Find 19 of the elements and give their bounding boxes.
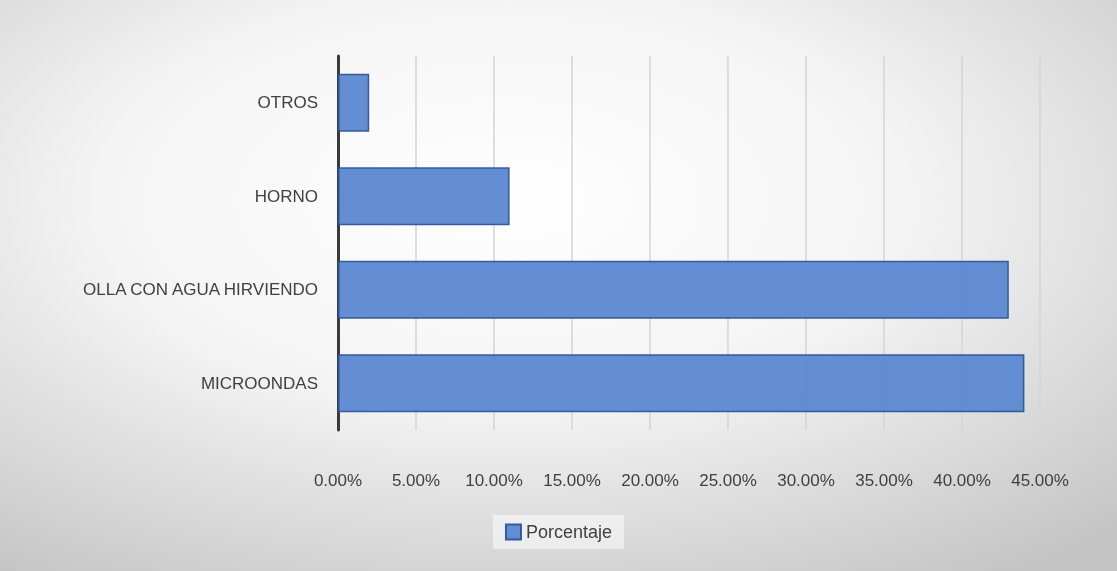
x-tick-label: 10.00% (465, 471, 523, 490)
x-tick-label: 35.00% (855, 471, 913, 490)
bar (338, 260, 1009, 319)
x-tick-label: 5.00% (391, 471, 441, 490)
x-tick-label: 0.00% (313, 471, 363, 490)
x-tick-label: 45.00% (1011, 471, 1069, 490)
y-tick-label: OLLA CON AGUA HIRVIENDO (83, 280, 318, 300)
legend-label: Porcentaje (525, 522, 613, 542)
bar (338, 73, 370, 132)
y-tick-label: OTROS (257, 93, 318, 113)
y-tick-label: HORNO (254, 186, 318, 206)
x-tick-label: 25.00% (699, 471, 757, 490)
bar (338, 167, 510, 226)
x-tick-label: 30.00% (777, 471, 835, 490)
x-tick-label: 20.00% (621, 471, 679, 490)
x-tick-label: 15.00% (543, 471, 601, 490)
y-tick-label: MICROONDAS (200, 373, 318, 393)
bar (338, 354, 1025, 413)
x-tick-label: 40.00% (933, 471, 991, 490)
